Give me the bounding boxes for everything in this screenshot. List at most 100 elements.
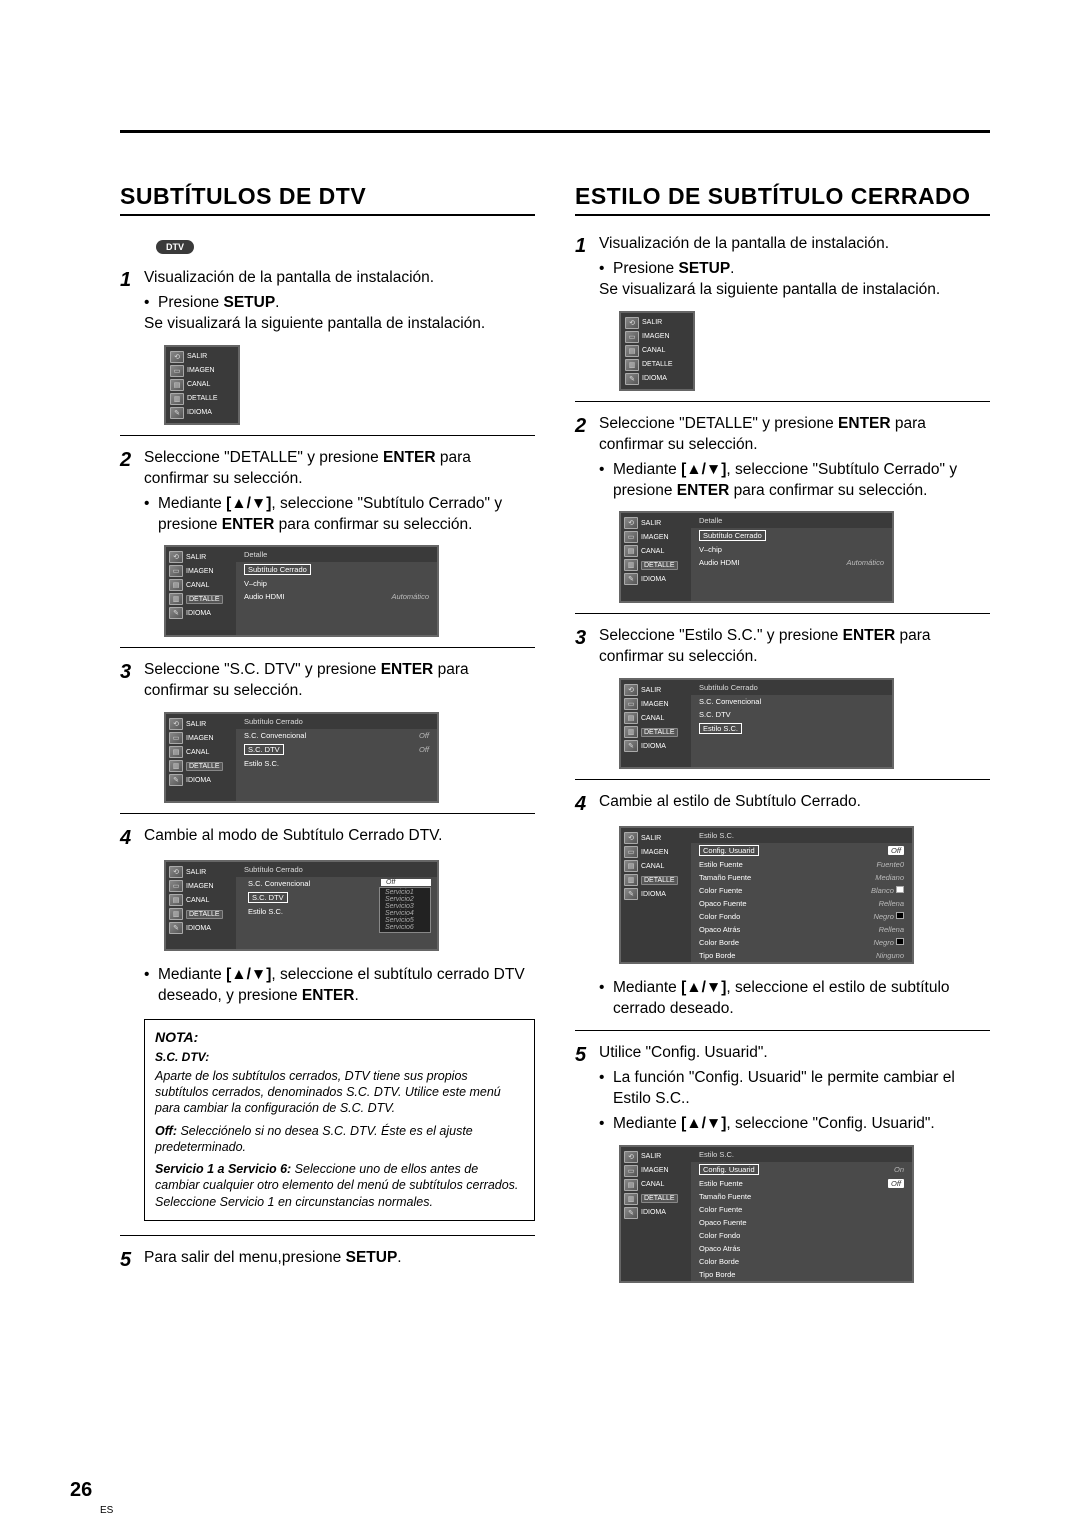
right-step-4: 4 Cambie al estilo de Subtítulo Cerrado.: [575, 792, 990, 816]
divider: [575, 779, 990, 780]
detail-icon: ▥: [170, 393, 184, 405]
bullet-icon: •: [144, 965, 158, 1007]
menu-screenshot-estilo-detail: ⟲SALIR ▭IMAGEN ▤CANAL ▥DETALLE ✎IDIOMA E…: [619, 826, 990, 964]
menu-row-selected: S.C. DTV: [248, 892, 288, 903]
divider: [575, 401, 990, 402]
step-line: Se visualizará la siguiente pantalla de …: [599, 280, 990, 301]
note-subtitle: S.C. DTV:: [155, 1050, 524, 1066]
step-number: 4: [575, 792, 599, 816]
exit-icon: ⟲: [170, 351, 184, 363]
menu-row: S.C. Convencional: [248, 879, 310, 888]
menu-row: V–chip: [244, 579, 267, 588]
bullet-icon: •: [599, 978, 613, 1020]
right-title: ESTILO DE SUBTÍTULO CERRADO: [575, 183, 990, 216]
note-box: NOTA: S.C. DTV: Aparte de los subtítulos…: [144, 1019, 535, 1221]
menu-row: Estilo S.C.: [248, 907, 283, 916]
step-text: Cambie al modo de Subtítulo Cerrado DTV.: [144, 827, 442, 844]
left-step-3: 3 Seleccione "S.C. DTV" y presione ENTER…: [120, 660, 535, 702]
step-text: Seleccione "DETALLE" y presione ENTER pa…: [144, 449, 471, 487]
menu-header: Estilo S.C.: [691, 1147, 912, 1162]
divider: [120, 1235, 535, 1236]
divider: [575, 613, 990, 614]
menu-screenshot-sidebar: ⟲SALIR ▭IMAGEN ▤CANAL ▥DETALLE ✎IDIOMA: [164, 345, 535, 425]
bullet-icon: •: [599, 1114, 613, 1135]
dropdown-selected: Off: [381, 879, 431, 886]
step-line: Se visualizará la siguiente pantalla de …: [144, 314, 535, 335]
note-paragraph: Aparte de los subtítulos cerrados, DTV t…: [155, 1068, 524, 1117]
menu-header: Detalle: [691, 513, 892, 528]
menu-screenshot-sc-dtv: ⟲SALIR ▭IMAGEN ▤CANAL ▥DETALLE ✎IDIOMA S…: [164, 860, 535, 951]
page-label: ES: [100, 1505, 113, 1516]
note-title: NOTA:: [155, 1028, 524, 1046]
bullet-icon: •: [144, 293, 158, 314]
sidebar-label: IDIOMA: [187, 409, 212, 416]
right-step-2: 2 Seleccione "DETALLE" y presione ENTER …: [575, 414, 990, 502]
menu-header: Subtítulo Cerrado: [236, 862, 437, 877]
bullet-icon: •: [599, 1068, 613, 1110]
sidebar-label: DETALLE: [187, 395, 218, 402]
menu-header: Subtítulo Cerrado: [236, 714, 437, 729]
left-step-2: 2 Seleccione "DETALLE" y presione ENTER …: [120, 448, 535, 536]
bullet-text: Mediante [▲/▼], seleccione el subtítulo …: [158, 965, 535, 1007]
step-text: Seleccione "S.C. DTV" y presione ENTER p…: [144, 661, 469, 699]
menu-row: V–chip: [699, 545, 722, 554]
channel-icon: ▤: [170, 379, 184, 391]
note-paragraph: Servicio 1 a Servicio 6: Seleccione uno …: [155, 1161, 524, 1210]
menu-screenshot-detalle: ⟲SALIR ▭IMAGEN ▤CANAL ▥DETALLE ✎IDIOMA D…: [164, 545, 535, 637]
page-number: 26: [70, 1479, 92, 1502]
note-paragraph: Off: Selecciónelo si no desea S.C. DTV. …: [155, 1123, 524, 1156]
image-icon: ▭: [170, 365, 184, 377]
menu-screenshot-detalle: ⟲SALIR ▭IMAGEN ▤CANAL ▥DETALLE ✎IDIOMA D…: [619, 511, 990, 603]
step-text: Visualización de la pantalla de instalac…: [144, 269, 434, 286]
right-step-3: 3 Seleccione "Estilo S.C." y presione EN…: [575, 626, 990, 668]
dropdown-list: Servicio1 Servicio2 Servicio3 Servicio4 …: [379, 887, 431, 933]
step-number: 1: [575, 234, 599, 301]
step-text: Visualización de la pantalla de instalac…: [599, 235, 889, 252]
menu-row-selected: S.C. DTV: [244, 744, 284, 755]
menu-header: Detalle: [236, 547, 437, 562]
left-title: SUBTÍTULOS DE DTV: [120, 183, 535, 216]
step-number: 4: [120, 826, 144, 850]
step-number: 2: [575, 414, 599, 502]
bullet-text: Mediante [▲/▼], seleccione el estilo de …: [613, 978, 990, 1020]
sidebar-label: SALIR: [187, 353, 207, 360]
step-number: 5: [575, 1043, 599, 1135]
bullet-text: Mediante [▲/▼], seleccione "Config. Usua…: [613, 1114, 935, 1135]
divider: [120, 435, 535, 436]
menu-row: S.C. Convencional: [244, 731, 413, 740]
step-number: 2: [120, 448, 144, 536]
sidebar-label: CANAL: [187, 381, 210, 388]
menu-row: Estilo S.C.: [244, 759, 279, 768]
menu-row: S.C. Convencional: [699, 697, 761, 706]
bullet-icon: •: [599, 460, 613, 502]
dtv-badge: DTV: [156, 240, 194, 254]
step-text: Utilice "Config. Usuarid".: [599, 1044, 768, 1061]
language-icon: ✎: [170, 407, 184, 419]
menu-row: S.C. DTV: [699, 710, 731, 719]
menu-header: Estilo S.C.: [691, 828, 912, 843]
divider: [120, 813, 535, 814]
bullet-icon: •: [144, 494, 158, 536]
step-text: Seleccione "Estilo S.C." y presione ENTE…: [599, 627, 931, 665]
menu-screenshot-sc-estilo: ⟲SALIR ▭IMAGEN ▤CANAL ▥DETALLE ✎IDIOMA S…: [619, 678, 990, 769]
divider: [575, 1030, 990, 1031]
menu-header: Subtítulo Cerrado: [691, 680, 892, 695]
menu-row-selected: Estilo S.C.: [699, 723, 742, 734]
divider: [120, 647, 535, 648]
menu-screenshot-config-user: ⟲SALIR ▭IMAGEN ▤CANAL ▥DETALLE ✎IDIOMA E…: [619, 1145, 990, 1283]
menu-row: Audio HDMI: [699, 558, 840, 567]
left-column: SUBTÍTULOS DE DTV DTV 1 Visualización de…: [120, 183, 535, 1293]
bullet-text: La función "Config. Usuarid" le permite …: [613, 1068, 990, 1110]
left-step-4-bullet: • Mediante [▲/▼], seleccione el subtítul…: [120, 961, 535, 1007]
bullet-text: Presione SETUP.: [158, 293, 279, 314]
right-step-5: 5 Utilice "Config. Usuarid". • La funció…: [575, 1043, 990, 1135]
bullet-icon: •: [599, 259, 613, 280]
step-number: 3: [575, 626, 599, 668]
left-step-1: 1 Visualización de la pantalla de instal…: [120, 268, 535, 335]
left-step-4: 4 Cambie al modo de Subtítulo Cerrado DT…: [120, 826, 535, 850]
right-column: ESTILO DE SUBTÍTULO CERRADO 1 Visualizac…: [575, 183, 990, 1293]
sidebar-label: IMAGEN: [187, 367, 215, 374]
menu-screenshot-sidebar: ⟲SALIR ▭IMAGEN ▤CANAL ▥DETALLE ✎IDIOMA: [619, 311, 990, 391]
menu-row-selected: Subtítulo Cerrado: [699, 530, 766, 541]
bullet-text: Mediante [▲/▼], seleccione "Subtítulo Ce…: [158, 494, 535, 536]
